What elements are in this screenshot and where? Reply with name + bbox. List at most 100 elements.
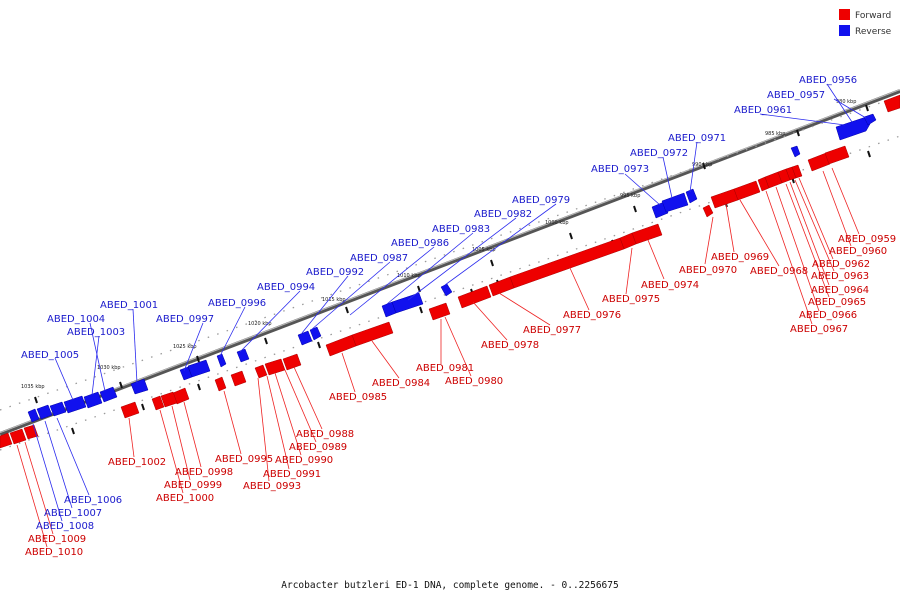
gene-block-forward[interactable] (9, 428, 27, 445)
gene-label-abed-0961[interactable]: ABED_0961 (734, 105, 792, 116)
gene-label-abed-0999[interactable]: ABED_0999 (164, 480, 222, 491)
gene-label-abed-0983[interactable]: ABED_0983 (432, 224, 490, 235)
gene-block-forward[interactable] (23, 424, 39, 440)
gene-block-forward[interactable] (791, 164, 803, 179)
gene-label-abed-0994[interactable]: ABED_0994 (257, 282, 315, 293)
tick-label: 1010 kbp (397, 273, 421, 279)
gene-label-abed-0978[interactable]: ABED_0978 (481, 340, 539, 351)
gene-label-abed-1001[interactable]: ABED_1001 (100, 300, 158, 311)
gene-label-abed-0976[interactable]: ABED_0976 (563, 310, 621, 321)
gene-block-reverse[interactable] (790, 145, 801, 158)
gene-block-forward[interactable] (264, 358, 286, 376)
gene-label-abed-1005[interactable]: ABED_1005 (21, 350, 79, 361)
gene-label-abed-0980[interactable]: ABED_0980 (445, 376, 503, 387)
gene-block-forward[interactable] (883, 94, 900, 113)
gene-block-forward[interactable] (807, 152, 831, 172)
gene-block-reverse[interactable] (236, 348, 250, 363)
gene-block-forward[interactable] (631, 223, 663, 245)
gene-label-abed-1000[interactable]: ABED_1000 (156, 493, 214, 504)
gene-label-abed-0984[interactable]: ABED_0984 (372, 378, 430, 389)
gene-label-abed-0964[interactable]: ABED_0964 (811, 285, 869, 296)
gene-label-abed-1007[interactable]: ABED_1007 (44, 508, 102, 519)
gene-label-abed-1006[interactable]: ABED_1006 (64, 495, 122, 506)
gene-label-abed-0989[interactable]: ABED_0989 (289, 442, 347, 453)
gene-block-forward[interactable] (488, 276, 515, 297)
reverse-genes (27, 113, 877, 423)
gene-label-abed-0970[interactable]: ABED_0970 (679, 265, 737, 276)
gene-label-abed-0981[interactable]: ABED_0981 (416, 363, 474, 374)
gene-block-reverse[interactable] (863, 113, 877, 126)
gene-label-abed-0993[interactable]: ABED_0993 (243, 481, 301, 492)
gene-block-reverse[interactable] (661, 192, 689, 213)
gene-label-abed-0982[interactable]: ABED_0982 (474, 209, 532, 220)
gene-label-abed-0988[interactable]: ABED_0988 (296, 429, 354, 440)
gene-block-forward[interactable] (710, 188, 739, 209)
gene-label-abed-0956[interactable]: ABED_0956 (799, 75, 857, 86)
gene-block-forward[interactable] (254, 364, 268, 379)
gene-block-reverse[interactable] (83, 391, 103, 409)
gene-label-abed-1004[interactable]: ABED_1004 (47, 314, 105, 325)
gene-label-abed-0962[interactable]: ABED_0962 (812, 259, 870, 270)
gene-block-reverse[interactable] (216, 353, 227, 368)
gene-label-abed-0957[interactable]: ABED_0957 (767, 90, 825, 101)
gene-block-reverse[interactable] (49, 401, 67, 417)
gene-label-abed-0969[interactable]: ABED_0969 (711, 252, 769, 263)
gene-block-reverse[interactable] (685, 188, 698, 204)
gene-label-abed-0996[interactable]: ABED_0996 (208, 298, 266, 309)
gene-label-abed-0990[interactable]: ABED_0990 (275, 455, 333, 466)
gene-block-forward[interactable] (702, 204, 714, 218)
gene-block-reverse[interactable] (36, 404, 53, 420)
gene-label-abed-0992[interactable]: ABED_0992 (306, 267, 364, 278)
gene-label-abed-0998[interactable]: ABED_0998 (175, 467, 233, 478)
gene-block-reverse[interactable] (440, 283, 453, 297)
gene-label-abed-0960[interactable]: ABED_0960 (829, 246, 887, 257)
gene-block-reverse[interactable] (309, 326, 322, 341)
gene-block-forward[interactable] (120, 401, 140, 419)
gene-block-forward[interactable] (230, 370, 247, 387)
gene-label-abed-0997[interactable]: ABED_0997 (156, 314, 214, 325)
gene-label-abed-1008[interactable]: ABED_1008 (36, 521, 94, 532)
gene-label-abed-1009[interactable]: ABED_1009 (28, 534, 86, 545)
gene-label-abed-0965[interactable]: ABED_0965 (808, 297, 866, 308)
gene-label-abed-0963[interactable]: ABED_0963 (811, 271, 869, 282)
gene-block-forward[interactable] (160, 391, 178, 408)
gene-label-abed-0991[interactable]: ABED_0991 (263, 469, 321, 480)
gene-label-abed-0977[interactable]: ABED_0977 (523, 325, 581, 336)
gene-block-forward[interactable] (351, 321, 394, 347)
gene-block-forward[interactable] (151, 395, 165, 411)
gene-block-forward[interactable] (428, 302, 451, 321)
gene-label-abed-0974[interactable]: ABED_0974 (641, 280, 699, 291)
gene-label-abed-0966[interactable]: ABED_0966 (799, 310, 857, 321)
gene-block-forward[interactable] (509, 237, 625, 289)
gene-label-abed-0971[interactable]: ABED_0971 (668, 133, 726, 144)
gene-label-abed-0985[interactable]: ABED_0985 (329, 392, 387, 403)
gene-block-forward[interactable] (733, 180, 761, 201)
gene-block-forward[interactable] (457, 285, 492, 309)
gene-block-forward[interactable] (325, 334, 357, 357)
gene-block-reverse[interactable] (391, 292, 424, 314)
gene-block-reverse[interactable] (63, 395, 87, 414)
gene-label-abed-0968[interactable]: ABED_0968 (750, 266, 808, 277)
gene-block-reverse[interactable] (99, 386, 118, 403)
gene-label-abed-0987[interactable]: ABED_0987 (350, 253, 408, 264)
gene-block-forward[interactable] (824, 145, 850, 165)
gene-block-reverse[interactable] (130, 378, 149, 395)
gene-label-abed-0959[interactable]: ABED_0959 (838, 234, 896, 245)
gene-label-abed-0986[interactable]: ABED_0986 (391, 238, 449, 249)
gene-block-reverse[interactable] (187, 359, 211, 378)
gene-label-abed-0975[interactable]: ABED_0975 (602, 294, 660, 305)
gene-label-abed-0995[interactable]: ABED_0995 (215, 454, 273, 465)
gene-label-abed-1002[interactable]: ABED_1002 (108, 457, 166, 468)
gene-block-forward[interactable] (0, 432, 13, 449)
gene-label-abed-0972[interactable]: ABED_0972 (630, 148, 688, 159)
gene-block-forward[interactable] (214, 376, 227, 392)
gene-label-abed-0967[interactable]: ABED_0967 (790, 324, 848, 335)
gene-block-reverse[interactable] (297, 330, 313, 346)
gene-block-reverse[interactable] (27, 408, 40, 423)
gene-label-abed-1003[interactable]: ABED_1003 (67, 327, 125, 338)
gene-label-abed-0973[interactable]: ABED_0973 (591, 164, 649, 175)
gene-block-reverse[interactable] (835, 116, 871, 141)
gene-block-forward[interactable] (282, 353, 302, 371)
gene-label-abed-1010[interactable]: ABED_1010 (25, 547, 83, 558)
gene-label-abed-0979[interactable]: ABED_0979 (512, 195, 570, 206)
